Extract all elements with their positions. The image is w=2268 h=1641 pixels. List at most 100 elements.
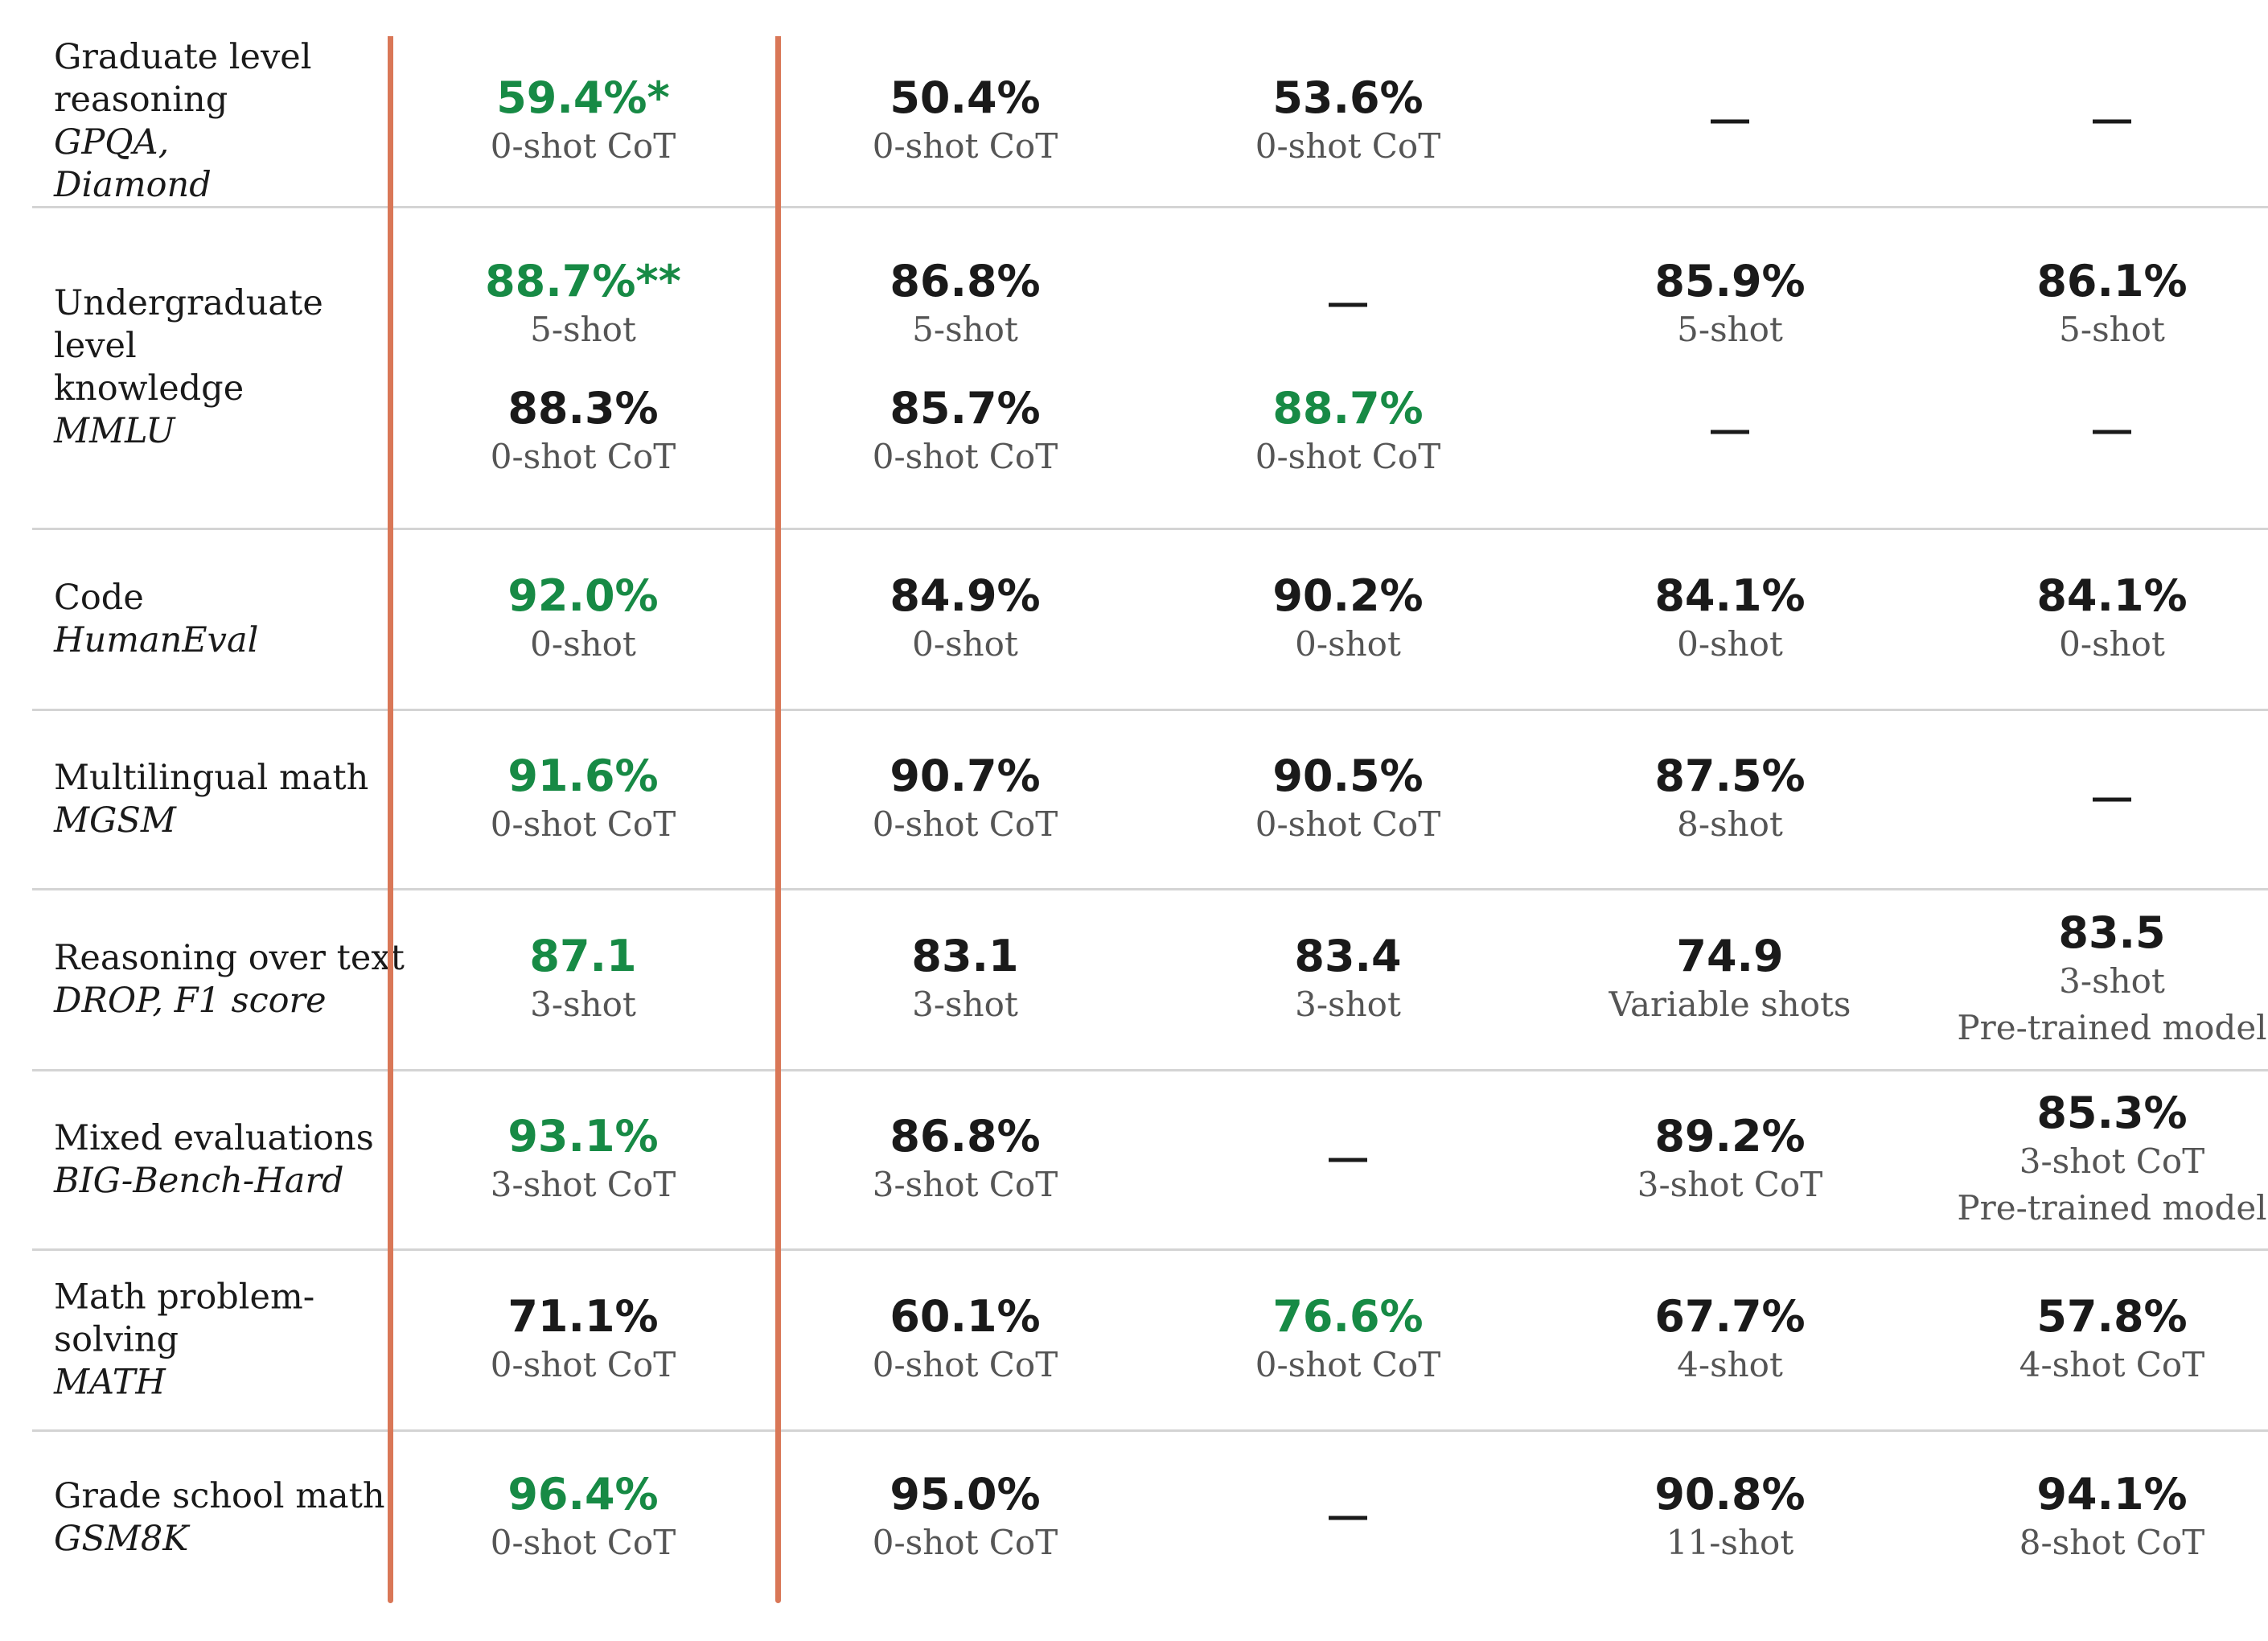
shot-setting: 0-shot CoT — [872, 804, 1058, 844]
benchmark-name: DROP, F1 score — [54, 980, 327, 1021]
shot-setting: 0-shot CoT — [1255, 437, 1441, 476]
shot-setting: 0-shot CoT — [490, 1522, 676, 1562]
shot-setting: 0-shot CoT — [872, 1344, 1058, 1384]
not-available-dash — [2093, 119, 2131, 124]
score-cell: 84.9% 0-shot — [890, 570, 1040, 668]
shot-setting: 5-shot — [912, 310, 1018, 349]
score-value: 88.7% — [1272, 383, 1424, 434]
score-cell: 90.8% 11-shot — [1654, 1468, 1806, 1566]
shot-setting: 11-shot — [1666, 1522, 1794, 1562]
score-cell — [2093, 119, 2131, 124]
table-row: Math problem-solving MATH 71.1% 0-shot CoT 6… — [0, 1249, 2268, 1430]
benchmark-title: Multilingual math — [54, 757, 369, 798]
not-available-dash — [1711, 119, 1749, 124]
score-cell: 87.5% 8-shot — [1654, 751, 1805, 848]
shot-setting: 0-shot CoT — [872, 437, 1058, 476]
score-cell: 83.5 3-shot Pre-trained model — [1957, 907, 2266, 1051]
benchmark-title: Mixed evaluations — [54, 1117, 374, 1158]
benchmark-name: MGSM — [54, 800, 176, 841]
score-value: 83.5 — [2058, 907, 2166, 958]
score-value: 57.8% — [2036, 1290, 2188, 1342]
shot-setting: 3-shot CoT — [490, 1164, 676, 1204]
score-cell: 74.9 Variable shots — [1609, 931, 1851, 1028]
score-cell: 50.4% 0-shot CoT — [873, 73, 1058, 170]
score-cell: 85.7% 0-shot CoT — [873, 384, 1058, 480]
shot-setting: 0-shot CoT — [490, 437, 676, 476]
score-value: 88.7%** — [485, 256, 681, 306]
shot-setting: Variable shots — [1609, 984, 1851, 1024]
score-value: 50.4% — [890, 72, 1041, 123]
score-cell: 90.5% 0-shot CoT — [1255, 751, 1440, 848]
score-cell: 85.3% 3-shot CoT Pre-trained model — [1957, 1088, 2266, 1232]
shot-setting: 3-shot CoT — [872, 1164, 1058, 1204]
table-row: Undergraduate level knowledge MMLU 88.7%**… — [0, 207, 2268, 528]
shot-setting: 4-shot — [1677, 1344, 1783, 1384]
score-value: 87.5% — [1654, 750, 1806, 801]
score-cell: 57.8% 4-shot CoT — [2019, 1290, 2204, 1388]
score-cell: 94.1% 8-shot CoT — [2019, 1469, 2204, 1566]
table-row: Graduate level reasoning GPQA, Diamond 59.… — [0, 36, 2268, 207]
benchmark-name: MATH — [54, 1362, 166, 1402]
score-cell — [2093, 797, 2131, 801]
score-cell — [1329, 1516, 1367, 1520]
score-value: 85.3% — [2036, 1087, 2188, 1138]
shot-setting: 3-shot — [1295, 984, 1401, 1024]
benchmark-name: GPQA, Diamond — [54, 122, 212, 205]
score-value: 90.7% — [890, 750, 1041, 801]
score-cell: 88.7% 0-shot CoT — [1255, 384, 1440, 480]
score-cell: 59.4%* 0-shot CoT — [491, 73, 676, 170]
score-cell: 95.0% 0-shot CoT — [873, 1469, 1058, 1566]
not-available-dash — [1329, 1158, 1367, 1162]
benchmark-name: GSM8K — [54, 1518, 189, 1559]
shot-setting: 3-shot — [530, 984, 636, 1024]
score-cell: 83.4 3-shot — [1294, 930, 1402, 1028]
highlight-column-left-border — [388, 36, 393, 1603]
score-value: 83.4 — [1294, 930, 1402, 981]
table-row: Mixed evaluations BIG-Bench-Hard 93.1% 3-sh… — [0, 1070, 2268, 1249]
benchmark-title: Math problem-solving — [54, 1277, 315, 1359]
score-cell: 91.6% 0-shot CoT — [491, 751, 676, 848]
shot-setting: 3-shot CoT — [1637, 1164, 1823, 1204]
benchmark-label: Grade school math GSM8K — [54, 1475, 416, 1561]
shot-setting: 0-shot CoT — [1255, 1344, 1441, 1384]
shot-setting: 3-shot — [2059, 960, 2165, 1001]
score-value: 92.0% — [507, 570, 659, 621]
table-row: Grade school math GSM8K 96.4% 0-shot CoT 95.… — [0, 1430, 2268, 1605]
score-value: 60.1% — [890, 1290, 1041, 1342]
score-value: 89.2% — [1654, 1110, 1806, 1162]
table-row: Code HumanEval 92.0% 0-shot 84.9% 0-shot 90.2%… — [0, 528, 2268, 709]
score-value: 71.1% — [507, 1290, 659, 1342]
score-value: 84.1% — [2036, 570, 2188, 621]
benchmark-label: Reasoning over text DROP, F1 score — [54, 937, 416, 1022]
row-divider — [32, 528, 2268, 530]
benchmark-label: Code HumanEval — [54, 577, 376, 662]
score-value: 93.1% — [507, 1110, 659, 1162]
score-cell: 60.1% 0-shot CoT — [872, 1290, 1058, 1388]
not-available-dash — [2093, 430, 2131, 434]
shot-setting: 0-shot — [530, 623, 636, 664]
shot-setting: 5-shot — [2059, 310, 2165, 349]
benchmark-title: Reasoning over text — [54, 937, 405, 978]
row-divider — [32, 888, 2268, 890]
score-value: 91.6% — [507, 750, 659, 801]
shot-setting: 0-shot CoT — [872, 126, 1058, 166]
shot-setting: 0-shot — [912, 623, 1018, 664]
benchmark-name: HumanEval — [54, 619, 259, 660]
row-divider — [32, 206, 2268, 208]
row-divider — [32, 1429, 2268, 1432]
score-cell: 84.1% 0-shot — [2036, 570, 2188, 668]
shot-setting: 0-shot CoT — [490, 126, 676, 166]
shot-setting: 0-shot CoT — [490, 1344, 676, 1384]
score-cell — [1329, 1158, 1367, 1162]
shot-setting: 0-shot CoT — [1255, 804, 1441, 844]
score-cell: 89.2% 3-shot CoT — [1637, 1110, 1823, 1208]
row-divider — [32, 1069, 2268, 1071]
score-cell: 84.1% 0-shot — [1654, 570, 1805, 668]
not-available-dash — [1711, 430, 1749, 434]
score-value: 90.8% — [1654, 1468, 1806, 1520]
shot-setting: 0-shot CoT — [490, 804, 676, 844]
score-value: 90.5% — [1272, 750, 1424, 801]
score-value: 53.6% — [1272, 72, 1424, 123]
score-value: 86.8% — [890, 256, 1041, 306]
table-row: Multilingual math MGSM 91.6% 0-shot CoT 90.7… — [0, 709, 2268, 889]
